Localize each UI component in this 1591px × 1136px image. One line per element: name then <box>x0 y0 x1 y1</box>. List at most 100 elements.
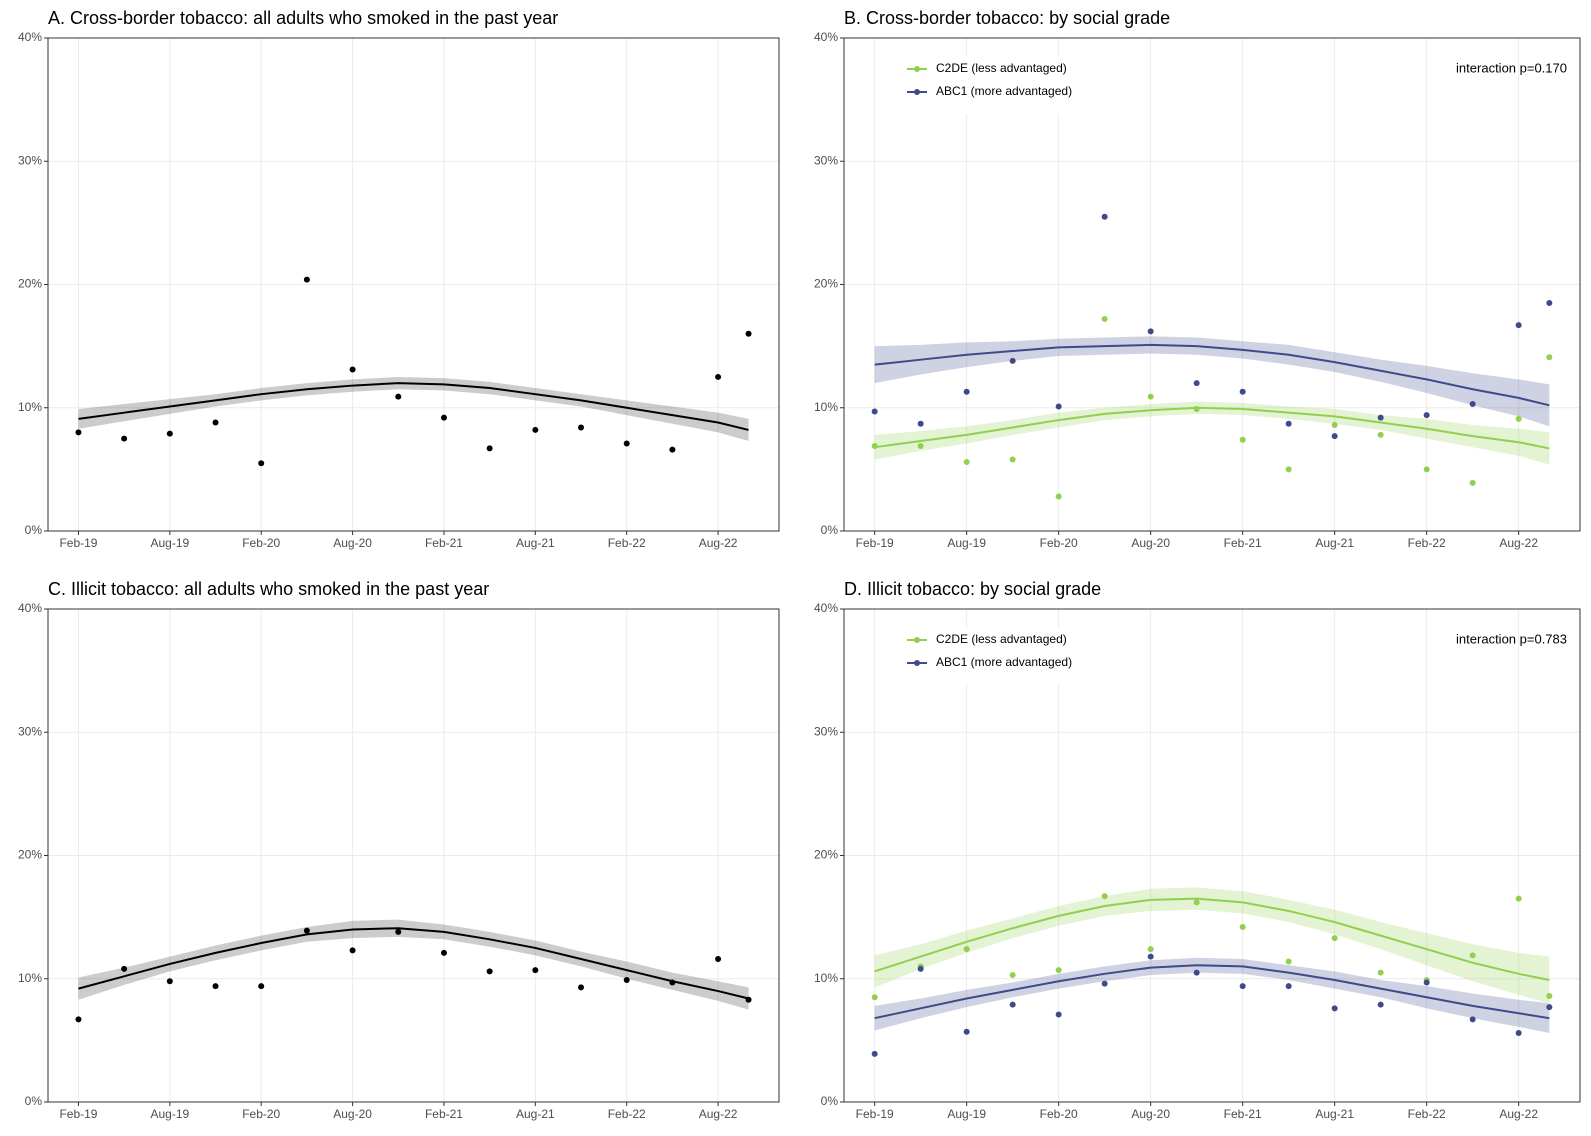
data-point <box>258 983 265 990</box>
data-point <box>917 420 924 427</box>
y-tick-label: 40% <box>18 30 42 44</box>
data-point <box>1101 980 1108 987</box>
data-point <box>1377 1001 1384 1008</box>
data-point <box>1239 923 1246 930</box>
x-tick-label: Feb-22 <box>1408 1107 1446 1121</box>
data-point <box>963 1028 970 1035</box>
data-point <box>1285 958 1292 965</box>
x-tick-label: Aug-21 <box>1315 1107 1354 1121</box>
confidence-band <box>78 919 749 1010</box>
data-point <box>1285 420 1292 427</box>
data-point <box>1147 946 1154 953</box>
data-point <box>745 330 752 337</box>
x-tick-label: Aug-20 <box>1131 1107 1170 1121</box>
plot-border <box>47 37 780 532</box>
plot-border <box>47 608 780 1103</box>
data-point <box>75 429 82 436</box>
data-point <box>1147 393 1154 400</box>
data-point <box>1193 899 1200 906</box>
data-point <box>963 946 970 953</box>
y-tick-label: 30% <box>18 153 42 167</box>
data-point <box>1009 1001 1016 1008</box>
data-point <box>1377 414 1384 421</box>
y-tick-label: 20% <box>814 277 838 291</box>
fit-line <box>874 343 1550 407</box>
x-tick-label: Aug-20 <box>333 536 372 550</box>
legend: C2DE (less advantaged) ABC1 (more advanta… <box>899 627 1089 685</box>
data-point <box>1331 935 1338 942</box>
data-point <box>166 430 173 437</box>
data-point <box>1546 993 1553 1000</box>
panel: A. Cross-border tobacco: all adults who … <box>18 8 780 550</box>
data-point <box>715 956 722 963</box>
data-point <box>963 388 970 395</box>
data-point <box>1423 466 1430 473</box>
data-point <box>395 928 402 935</box>
data-point <box>75 1016 82 1023</box>
data-point <box>871 442 878 449</box>
data-point <box>1193 969 1200 976</box>
data-point <box>623 976 630 983</box>
x-tick-label: Aug-19 <box>150 1107 189 1121</box>
data-point <box>486 445 493 452</box>
data-point <box>1239 388 1246 395</box>
data-point <box>1239 436 1246 443</box>
fit-line <box>78 927 749 1000</box>
data-point <box>1331 422 1338 429</box>
legend: C2DE (less advantaged) ABC1 (more advanta… <box>899 56 1089 114</box>
legend-label: C2DE (less advantaged) <box>936 632 1067 646</box>
panel: C. Illicit tobacco: all adults who smoke… <box>18 579 780 1121</box>
data-point <box>963 458 970 465</box>
data-point <box>1147 328 1154 335</box>
data-point <box>1377 969 1384 976</box>
x-tick-label: Feb-19 <box>59 1107 97 1121</box>
data-point <box>1193 405 1200 412</box>
data-point <box>1285 983 1292 990</box>
data-point <box>1331 1005 1338 1012</box>
y-tick-label: 40% <box>814 30 838 44</box>
y-tick-label: 0% <box>25 1094 43 1108</box>
x-tick-label: Feb-19 <box>59 536 97 550</box>
data-point <box>1285 466 1292 473</box>
annotation: interaction p=0.170 <box>1456 60 1567 75</box>
data-point <box>1423 979 1430 986</box>
data-point <box>1469 952 1476 959</box>
data-point <box>1546 299 1553 306</box>
data-point <box>1101 893 1108 900</box>
plot-border <box>843 37 1581 532</box>
y-tick-label: 10% <box>814 971 838 985</box>
x-tick-label: Aug-22 <box>1499 1107 1538 1121</box>
data-point <box>1009 357 1016 364</box>
data-point <box>349 947 356 954</box>
legend-label: C2DE (less advantaged) <box>936 61 1067 75</box>
data-point <box>623 440 630 447</box>
data-point <box>303 927 310 934</box>
data-point <box>1193 380 1200 387</box>
x-tick-label: Feb-20 <box>1040 536 1078 550</box>
y-tick-label: 20% <box>18 848 42 862</box>
fit-line <box>874 897 1550 981</box>
y-tick-label: 0% <box>25 523 43 537</box>
legend-label: ABC1 (more advantaged) <box>936 655 1072 669</box>
x-tick-label: Aug-20 <box>1131 536 1170 550</box>
data-point <box>1515 1029 1522 1036</box>
data-point <box>1009 456 1016 463</box>
x-tick-label: Feb-20 <box>1040 1107 1078 1121</box>
x-tick-label: Aug-19 <box>947 536 986 550</box>
x-tick-label: Feb-22 <box>608 536 646 550</box>
data-point <box>1546 354 1553 361</box>
panel-title: D. Illicit tobacco: by social grade <box>844 579 1101 599</box>
data-point <box>212 419 219 426</box>
x-tick-label: Feb-20 <box>242 1107 280 1121</box>
data-point <box>669 979 676 986</box>
data-point <box>871 408 878 415</box>
fit-line <box>874 406 1550 450</box>
data-point <box>440 949 447 956</box>
data-point <box>486 968 493 975</box>
data-point <box>1515 415 1522 422</box>
data-point <box>1101 316 1108 323</box>
x-tick-label: Aug-20 <box>333 1107 372 1121</box>
legend-key-dot <box>914 637 920 643</box>
x-tick-label: Aug-21 <box>1315 536 1354 550</box>
data-point <box>1239 983 1246 990</box>
